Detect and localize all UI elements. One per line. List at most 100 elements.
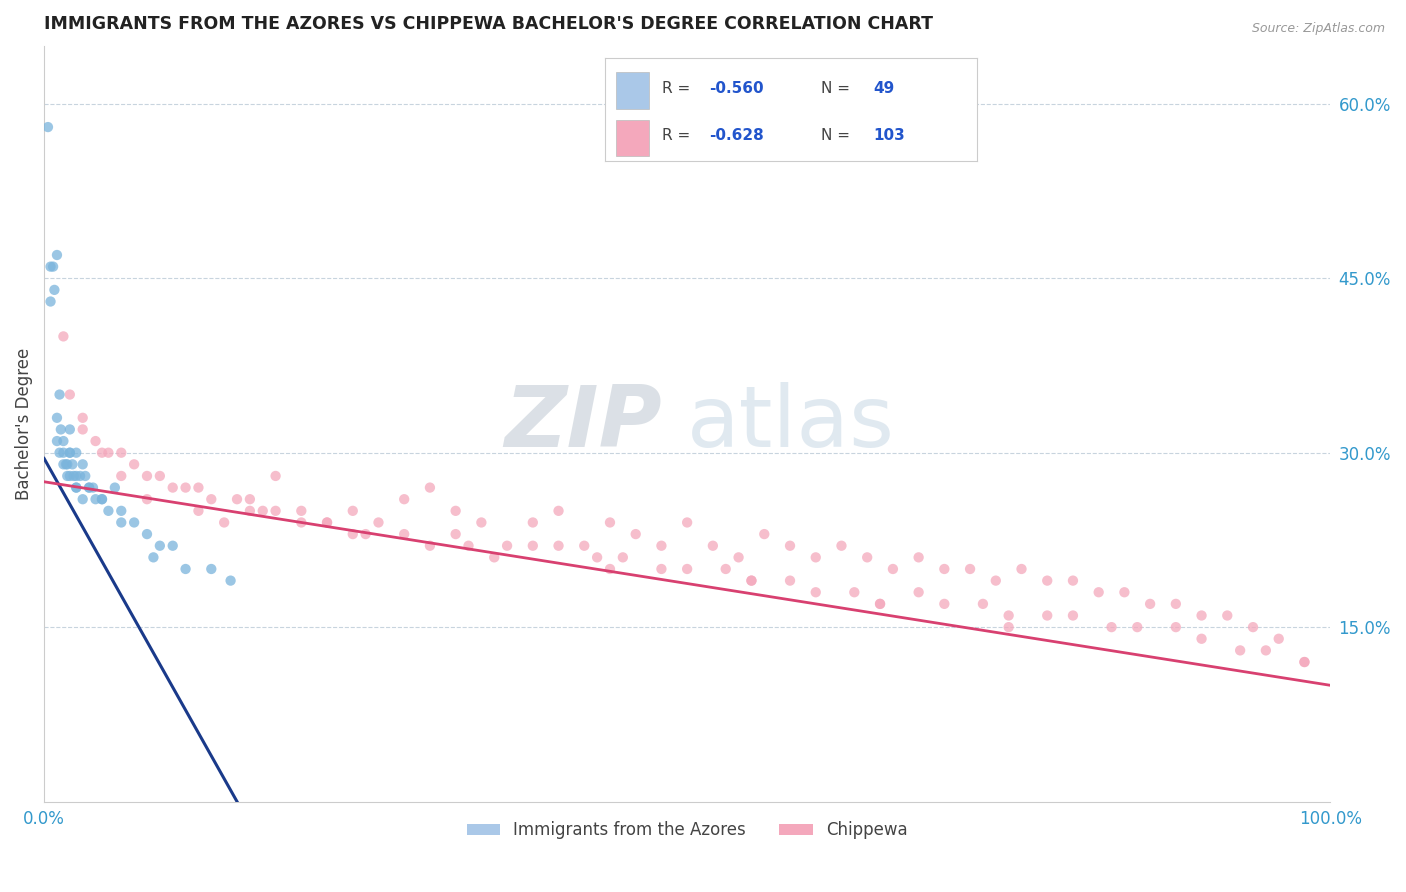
Point [804, 585, 827, 599]
Text: 103: 103 [873, 128, 904, 144]
Point [1164, 597, 1187, 611]
Point [1114, 585, 1136, 599]
Point [72, 422, 94, 436]
Point [1191, 608, 1213, 623]
Point [599, 516, 621, 530]
Point [52, 458, 75, 472]
Point [754, 527, 776, 541]
Point [110, 504, 132, 518]
Point [354, 527, 377, 541]
Point [290, 504, 312, 518]
Point [200, 492, 222, 507]
Point [830, 539, 852, 553]
Point [162, 481, 184, 495]
Point [82, 481, 104, 495]
Point [1101, 620, 1123, 634]
Point [1126, 620, 1149, 634]
Point [574, 539, 596, 553]
Point [612, 550, 634, 565]
Point [1011, 562, 1033, 576]
Point [934, 597, 956, 611]
Point [110, 516, 132, 530]
Point [650, 562, 672, 576]
Text: R =: R = [662, 128, 696, 144]
Point [419, 481, 441, 495]
Point [200, 562, 222, 576]
Point [484, 550, 506, 565]
Point [1229, 643, 1251, 657]
Point [65, 469, 87, 483]
Point [104, 481, 127, 495]
Point [62, 469, 84, 483]
Point [869, 597, 891, 611]
Text: N =: N = [821, 128, 855, 144]
Point [264, 469, 287, 483]
Point [547, 504, 569, 518]
Point [676, 516, 699, 530]
Text: R =: R = [662, 81, 696, 96]
Point [599, 562, 621, 576]
FancyBboxPatch shape [616, 120, 650, 156]
Text: ZIP: ZIP [503, 382, 661, 465]
Point [75, 469, 97, 483]
Point [392, 527, 415, 541]
Point [56, 458, 79, 472]
Point [457, 539, 479, 553]
Point [48, 387, 70, 401]
Point [1191, 632, 1213, 646]
Point [444, 527, 467, 541]
Point [52, 434, 75, 448]
Point [110, 446, 132, 460]
Point [97, 504, 120, 518]
Point [290, 516, 312, 530]
Point [91, 492, 114, 507]
Point [187, 504, 209, 518]
Point [1216, 608, 1239, 623]
Text: N =: N = [821, 81, 855, 96]
Point [110, 469, 132, 483]
Point [856, 550, 879, 565]
Point [212, 516, 235, 530]
Point [39, 294, 62, 309]
Point [91, 446, 114, 460]
Point [972, 597, 994, 611]
Point [65, 481, 87, 495]
Point [624, 527, 647, 541]
Point [997, 620, 1019, 634]
Point [59, 446, 82, 460]
Point [59, 422, 82, 436]
Point [162, 539, 184, 553]
Point [46, 248, 69, 262]
Point [997, 608, 1019, 623]
Point [586, 550, 609, 565]
Point [219, 574, 242, 588]
Point [419, 539, 441, 553]
Point [740, 574, 762, 588]
Point [676, 562, 699, 576]
Point [59, 387, 82, 401]
Point [142, 550, 165, 565]
Point [42, 260, 65, 274]
Point [779, 539, 801, 553]
Point [72, 492, 94, 507]
Point [122, 516, 145, 530]
Point [1254, 643, 1277, 657]
FancyBboxPatch shape [616, 72, 650, 109]
Point [56, 469, 79, 483]
Text: Source: ZipAtlas.com: Source: ZipAtlas.com [1251, 22, 1385, 36]
Point [46, 434, 69, 448]
Point [522, 516, 544, 530]
Point [702, 539, 724, 553]
Text: atlas: atlas [688, 382, 896, 465]
Point [65, 481, 87, 495]
Point [1036, 608, 1059, 623]
Point [37, 120, 59, 134]
Point [1164, 620, 1187, 634]
Point [264, 504, 287, 518]
Point [69, 469, 91, 483]
Point [84, 434, 107, 448]
Legend: Immigrants from the Azores, Chippewa: Immigrants from the Azores, Chippewa [460, 814, 914, 847]
Point [392, 492, 415, 507]
Point [44, 283, 66, 297]
Point [1036, 574, 1059, 588]
